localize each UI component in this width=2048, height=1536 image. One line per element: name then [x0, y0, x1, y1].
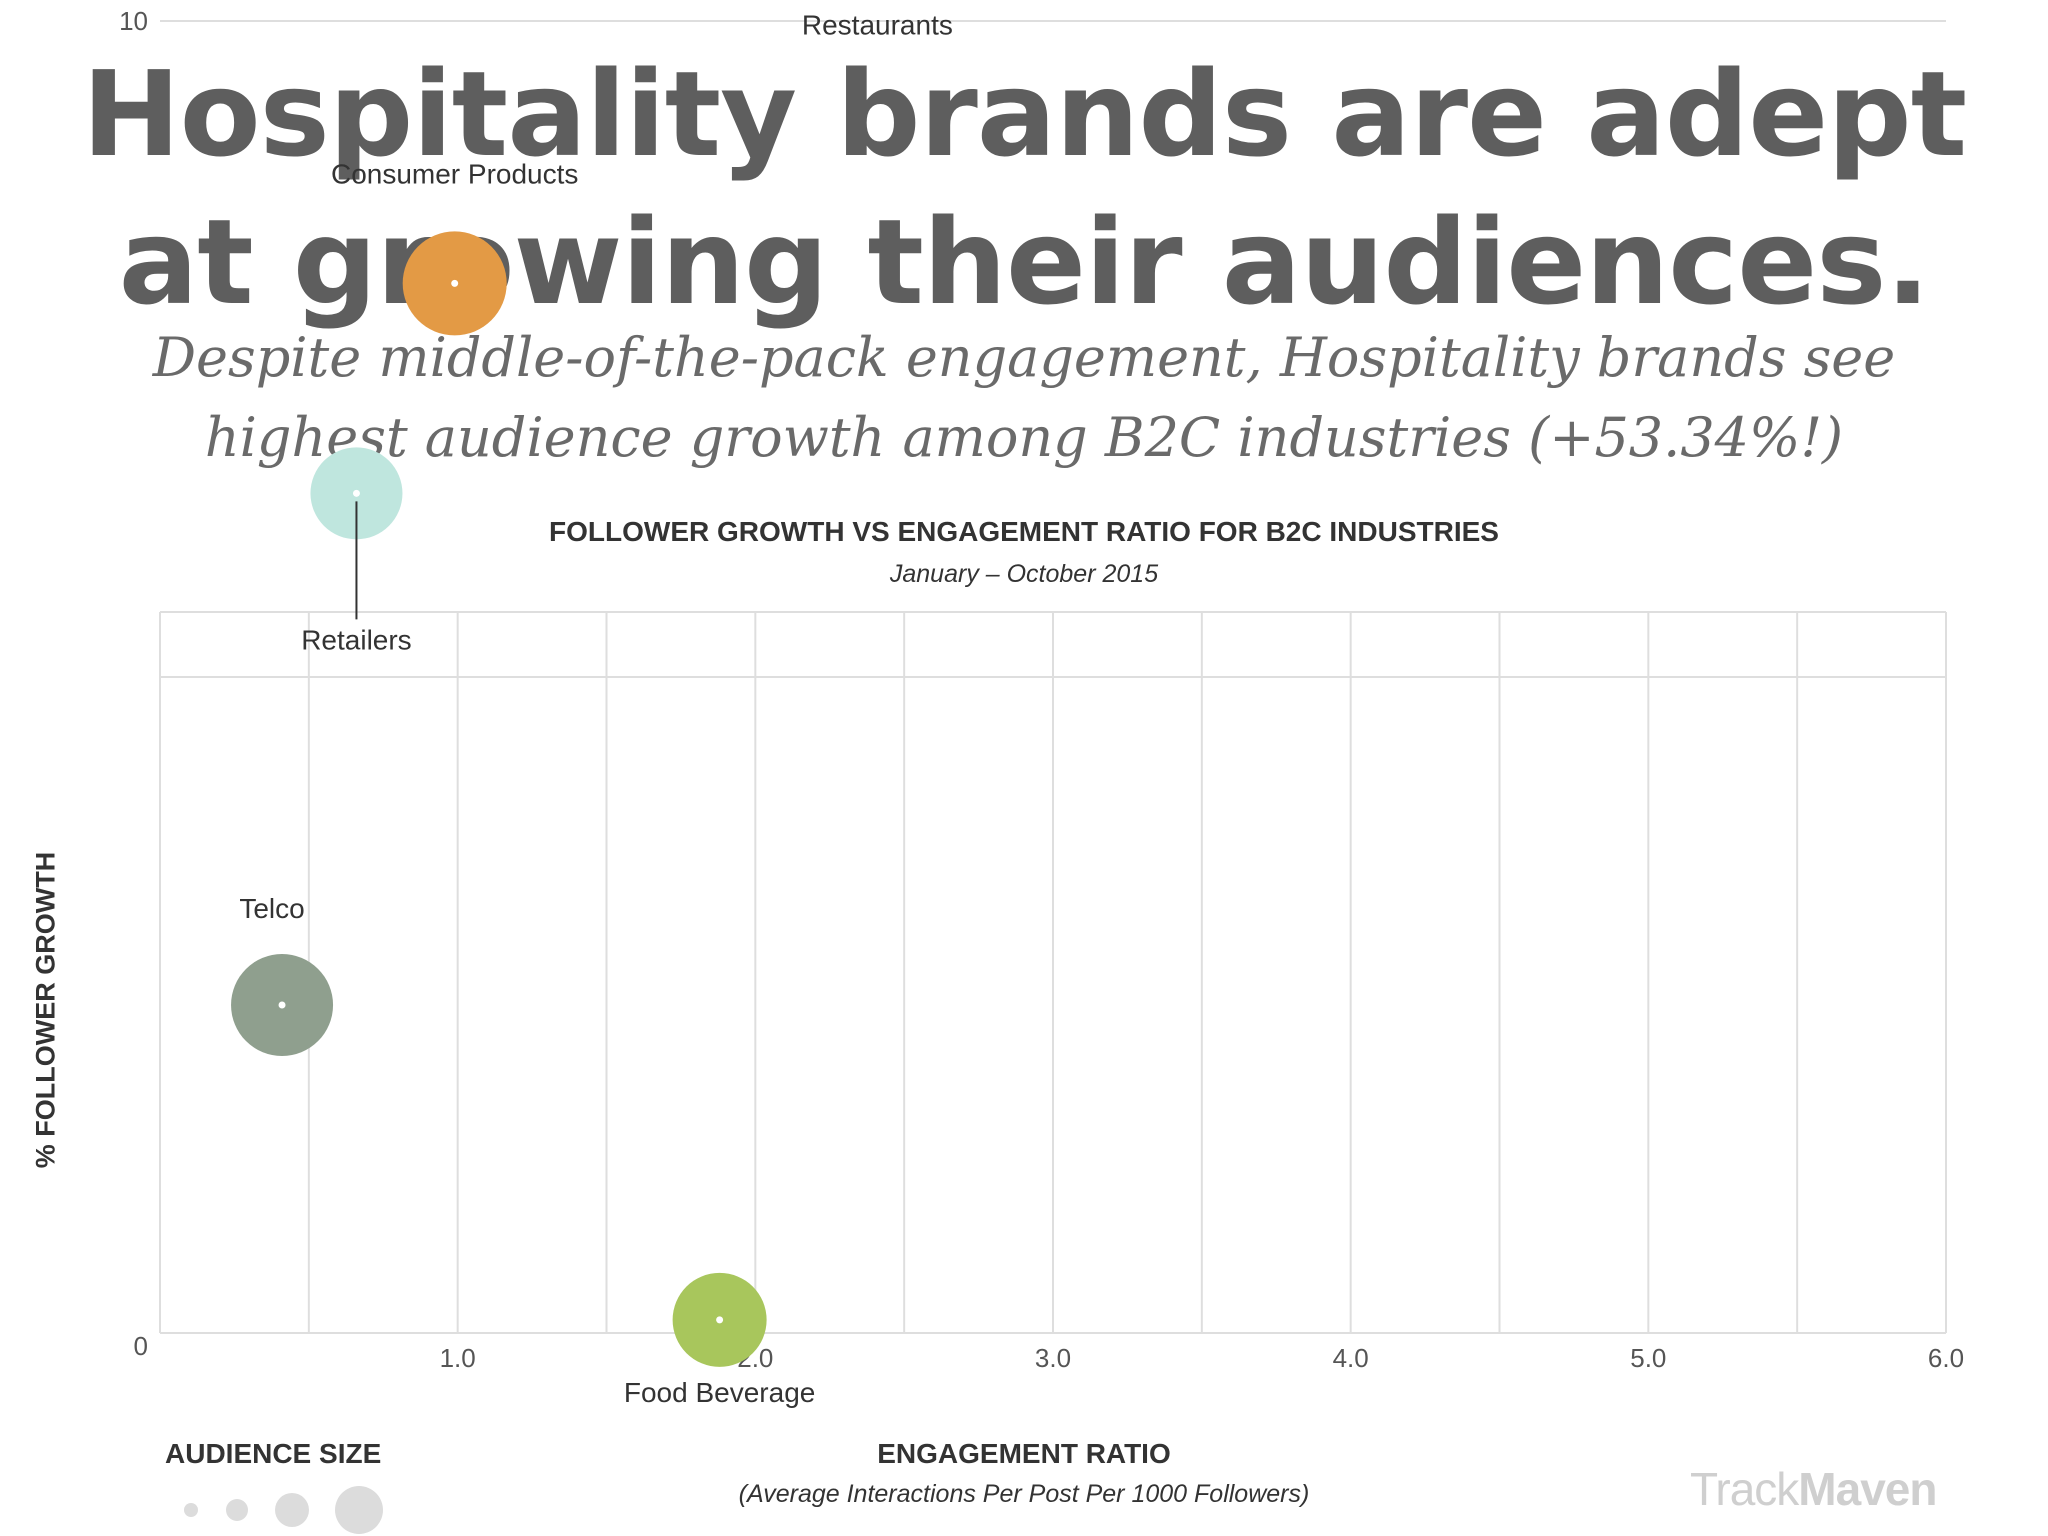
chart-title: FOLLOWER GROWTH VS ENGAGEMENT RATIO FOR … — [549, 516, 1499, 547]
grid — [159, 20, 1947, 1334]
brand-part-2: Maven — [1798, 1463, 1937, 1515]
y-tick-label: 0 — [134, 1331, 148, 1361]
legend-size-dot — [335, 1486, 383, 1534]
headline-line-1: Hospitality brands are adept — [81, 45, 1967, 183]
x-axis-subtitle: (Average Interactions Per Post Per 1000 … — [738, 1480, 1310, 1508]
axis-ticks: 010203040501.02.03.04.05.06.0 — [119, 6, 1964, 1373]
x-tick-label: 4.0 — [1333, 1343, 1369, 1373]
audience-size-legend — [184, 1486, 383, 1534]
x-tick-label: 6.0 — [1928, 1343, 1964, 1373]
legend-size-dot — [275, 1493, 309, 1527]
subheadline-line-2: highest audience growth among B2C indust… — [204, 406, 1844, 469]
headline: Hospitality brands are adept at growing … — [0, 40, 2048, 336]
x-tick-label: 5.0 — [1630, 1343, 1666, 1373]
bubble-center-dot — [278, 1001, 286, 1009]
bubble-labels: HospitalityEntertainmentApparelInsurance… — [239, 9, 953, 1408]
legend-title: AUDIENCE SIZE — [165, 1438, 382, 1469]
chart-subtitle: January – October 2015 — [889, 560, 1159, 588]
bubble-label-restaurants: Restaurants — [802, 9, 953, 40]
y-tick-label: 10 — [119, 6, 148, 36]
x-tick-label: 3.0 — [1035, 1343, 1071, 1373]
bubble-label-retailers: Retailers — [301, 624, 411, 655]
bubble-label-consumer-products: Consumer Products — [331, 158, 578, 189]
bubble-center-dot — [451, 279, 459, 287]
x-axis-title: ENGAGEMENT RATIO — [877, 1438, 1171, 1469]
bubble-label-food-beverage: Food Beverage — [624, 1377, 815, 1408]
bubble-center-dot — [716, 1316, 724, 1324]
subheadline-line-1: Despite middle-of-the-pack engagement, H… — [152, 326, 1896, 389]
subheadline: Despite middle-of-the-pack engagement, H… — [0, 318, 2048, 478]
bubble-label-telco: Telco — [239, 893, 304, 924]
x-tick-label: 1.0 — [440, 1343, 476, 1373]
legend-size-dot — [226, 1499, 248, 1521]
y-axis-title: % FOLLOWER GROWTH — [30, 851, 61, 1169]
brand-part-1: Track — [1690, 1463, 1799, 1515]
legend-size-dot — [184, 1503, 198, 1517]
bubbles — [231, 231, 767, 1367]
bubble-center-dot — [352, 489, 360, 497]
trackmaven-logo: TrackMaven — [1690, 1462, 1937, 1516]
